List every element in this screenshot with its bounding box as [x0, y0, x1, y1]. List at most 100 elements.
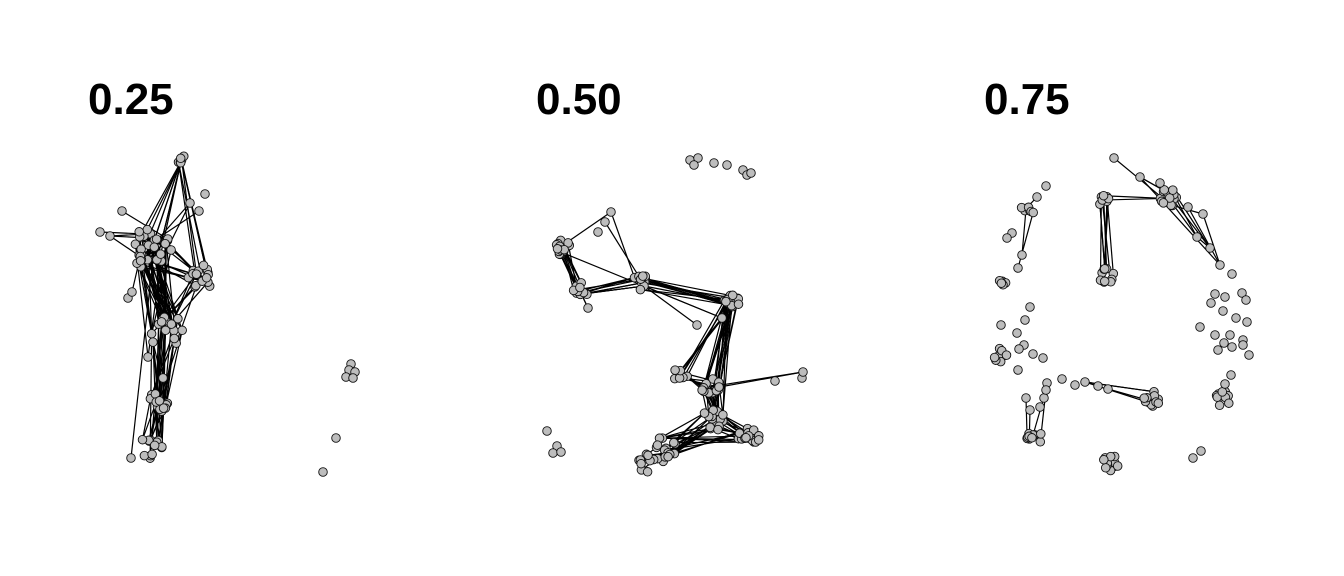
- graph-node: [1224, 398, 1234, 408]
- graph-node: [173, 313, 183, 324]
- graph-edge: [722, 305, 733, 415]
- graph-node: [139, 450, 150, 461]
- graph-node: [117, 206, 127, 216]
- graph-edge: [634, 277, 733, 308]
- graph-edge: [153, 162, 181, 241]
- graph-edge: [643, 285, 698, 326]
- graph-node: [1238, 340, 1248, 350]
- graph-edge: [714, 295, 734, 420]
- panel-title-1: 0.25: [88, 75, 174, 124]
- graph-node: [996, 278, 1007, 288]
- graph-node: [1014, 344, 1024, 354]
- graph-node: [1013, 263, 1023, 273]
- graph-node: [989, 352, 1000, 363]
- graph-edge: [156, 210, 200, 240]
- graph-node: [1002, 233, 1012, 243]
- graph-edge: [586, 285, 645, 295]
- graph-node: [1210, 330, 1220, 340]
- graph-node: [1188, 453, 1198, 463]
- graph-node: [548, 448, 558, 458]
- graph-node: [1237, 288, 1247, 298]
- graph-edge: [159, 321, 163, 410]
- graph-node: [689, 160, 699, 170]
- graph-node: [134, 227, 144, 237]
- graph-node: [1226, 370, 1236, 380]
- graph-node: [1153, 398, 1164, 408]
- graph-node: [160, 325, 171, 336]
- graph-node: [160, 238, 170, 249]
- graph-edge: [177, 161, 203, 282]
- graph-edge: [151, 330, 175, 395]
- graph-node: [705, 422, 715, 433]
- graph-node: [709, 158, 719, 168]
- graph-node: [151, 234, 162, 244]
- graph-node: [1195, 322, 1205, 332]
- graph-node: [105, 231, 115, 241]
- graph-edge: [1202, 213, 1221, 266]
- network-panel-3: [989, 153, 1254, 476]
- graph-node: [635, 284, 646, 295]
- graph-node: [638, 271, 648, 281]
- graph-node: [148, 337, 158, 347]
- graph-node: [1025, 302, 1035, 312]
- graph-node: [1164, 193, 1175, 203]
- graph-edge: [160, 202, 191, 262]
- graph-edge: [561, 252, 589, 309]
- graph-node: [593, 227, 603, 237]
- graph-node: [200, 189, 210, 199]
- graph-node: [996, 320, 1006, 330]
- graph-node: [1192, 232, 1202, 242]
- graph-edge: [659, 412, 705, 439]
- graph-node: [1057, 374, 1067, 384]
- graph-node: [692, 320, 702, 330]
- graph-node: [1099, 454, 1109, 465]
- graph-node: [741, 432, 751, 443]
- graph-node: [1139, 393, 1149, 403]
- graph-node: [1227, 269, 1237, 279]
- graph-edge: [679, 299, 726, 379]
- graph-edge: [640, 288, 732, 307]
- graph-node: [191, 280, 201, 291]
- graph-node: [1098, 190, 1109, 201]
- graph-node: [1112, 461, 1123, 471]
- graph-node: [146, 328, 157, 339]
- graph-node: [721, 296, 731, 307]
- graph-node: [1244, 350, 1254, 360]
- graph-edge: [667, 428, 748, 458]
- graph-node: [697, 385, 707, 395]
- graph-node: [552, 244, 563, 254]
- graph-node: [1025, 405, 1035, 415]
- graph-node: [1225, 330, 1235, 340]
- graph-node: [126, 453, 136, 463]
- graph-node: [1070, 380, 1080, 390]
- graph-node: [1017, 250, 1027, 260]
- graph-node: [669, 437, 679, 448]
- graph-edge: [130, 247, 155, 459]
- graph-edge: [177, 161, 196, 274]
- graph-edge: [659, 427, 711, 439]
- graph-node: [166, 319, 177, 329]
- graph-node: [583, 303, 593, 313]
- graph-node: [1012, 328, 1022, 338]
- graph-edge: [674, 298, 739, 379]
- graph-node: [166, 245, 176, 255]
- graph-node: [693, 153, 703, 163]
- graph-node: [1028, 207, 1038, 218]
- graph-node: [1038, 353, 1048, 363]
- graph-node: [155, 249, 166, 259]
- graph-node: [699, 408, 710, 418]
- graph-node: [1020, 315, 1030, 325]
- graph-node: [1242, 317, 1252, 327]
- graph-edge: [583, 276, 635, 294]
- graph-node: [1210, 289, 1220, 299]
- graph-edge: [1106, 199, 1114, 274]
- graph-edge: [121, 210, 169, 240]
- graph-node: [798, 367, 808, 377]
- graph-node: [1168, 185, 1178, 195]
- graph-node: [1027, 433, 1037, 443]
- graph-node: [600, 217, 610, 227]
- graph-edge: [645, 278, 731, 297]
- graph-edge: [1187, 206, 1221, 266]
- graph-node: [154, 396, 165, 406]
